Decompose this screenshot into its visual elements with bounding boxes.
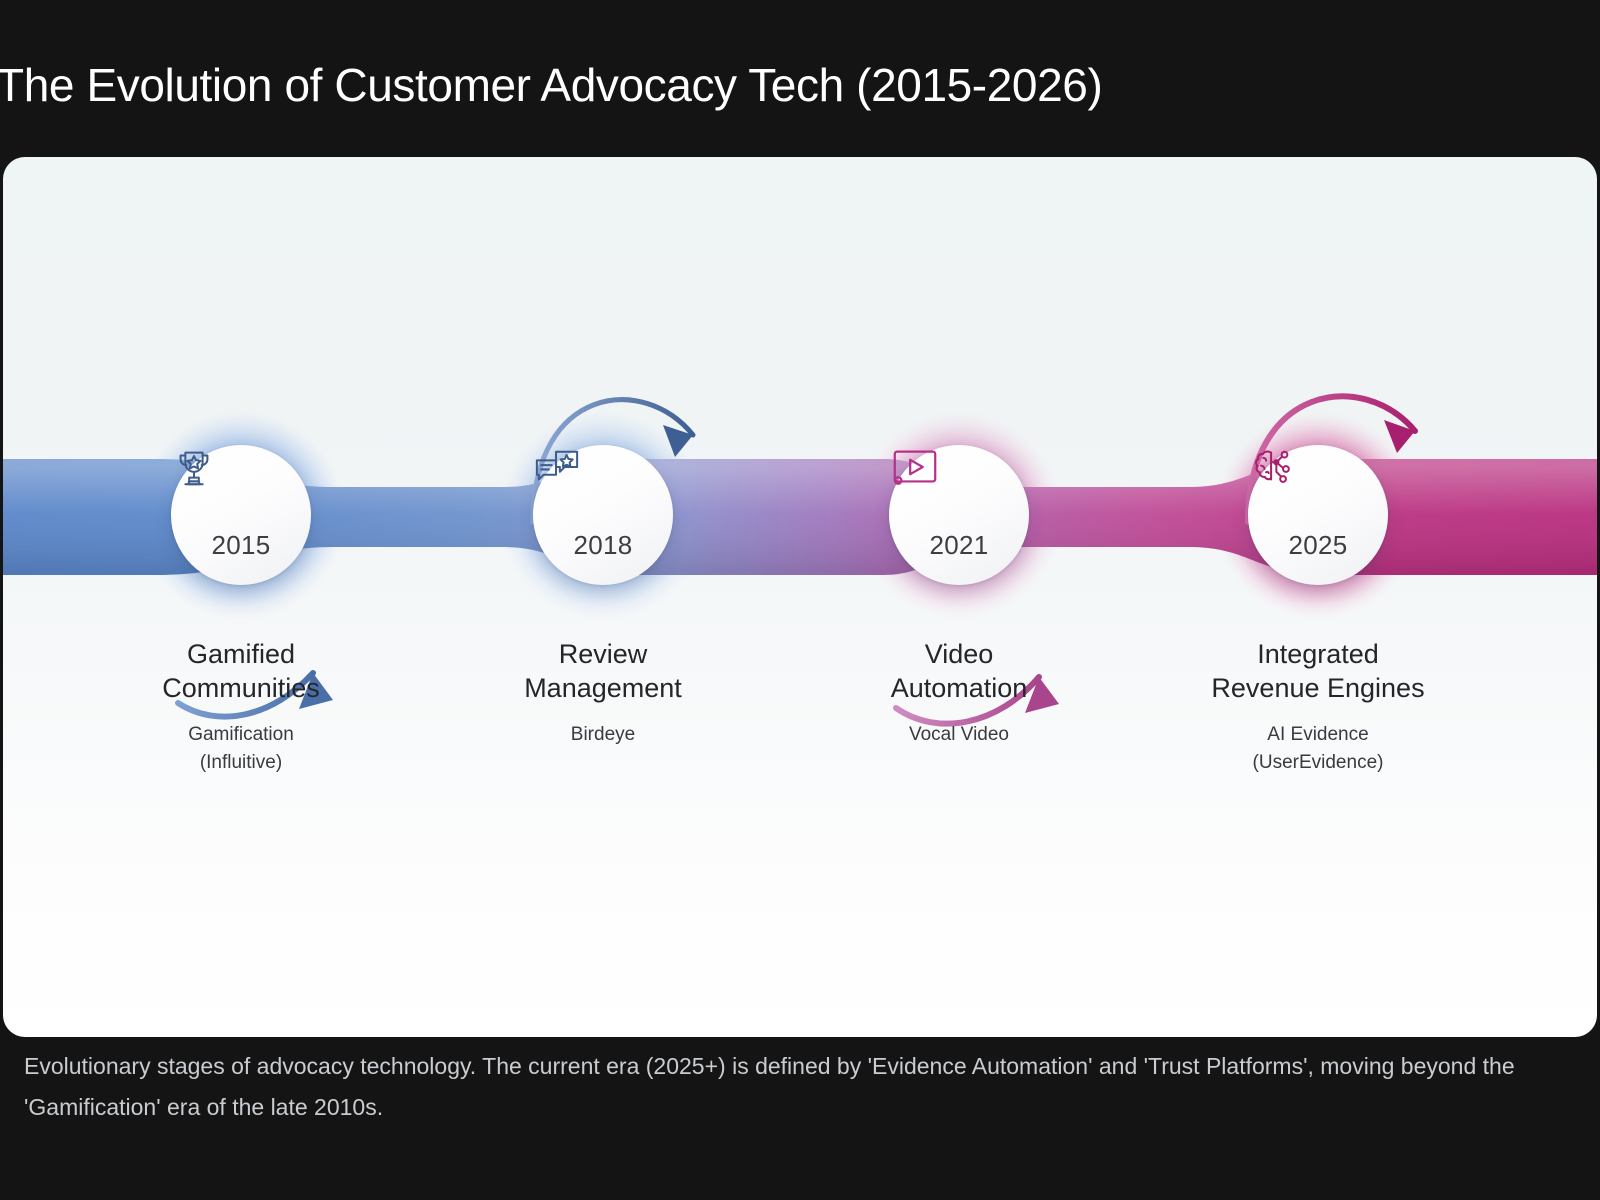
timeline-ribbon-graphic [3, 393, 1597, 727]
milestone-subtitle: Gamification (Influitive) [188, 724, 294, 773]
milestone-label-2025: Integrated Revenue Engines AI Evidence (… [1153, 637, 1483, 777]
milestone-title: Video Automation [890, 639, 1028, 703]
progress-arrow-2015 [175, 670, 333, 720]
milestone-year: 2015 [211, 529, 271, 560]
figure-caption: Evolutionary stages of advocacy technolo… [24, 1053, 1515, 1120]
timeline-card: 2015 2018 [3, 157, 1597, 1037]
milestone-subtitle: Birdeye [570, 724, 636, 745]
page-title: The Evolution of Customer Advocacy Tech … [0, 59, 1103, 111]
milestone-node-2018[interactable]: 2018 [533, 445, 673, 585]
milestone-subtitle: Vocal Video [908, 724, 1009, 745]
milestone-title: Gamified Communities [162, 639, 320, 703]
milestone-title: Review Management [524, 639, 682, 703]
milestone-title: Integrated Revenue Engines [1211, 639, 1425, 703]
progress-arrow-2025 [1245, 393, 1418, 525]
milestone-label-2018: Review Management Birdeye [438, 637, 768, 749]
milestone-subtitle: AI Evidence (UserEvidence) [1252, 724, 1384, 773]
milestone-label-2021: Video Automation Vocal Video [794, 637, 1124, 749]
milestone-node-2015[interactable]: 2015 [171, 445, 311, 585]
milestone-node-2021[interactable]: 2021 [889, 445, 1029, 585]
milestone-node-2025[interactable]: 2025 [1248, 445, 1388, 585]
timeline-stage: 2015 2018 [3, 157, 1597, 1037]
progress-arrow-2021 [893, 674, 1059, 727]
milestone-year: 2025 [1288, 529, 1348, 560]
milestone-year: 2018 [573, 529, 633, 560]
milestone-year: 2021 [929, 529, 989, 560]
milestone-label-2015: Gamified Communities Gamification (Influ… [76, 637, 406, 777]
